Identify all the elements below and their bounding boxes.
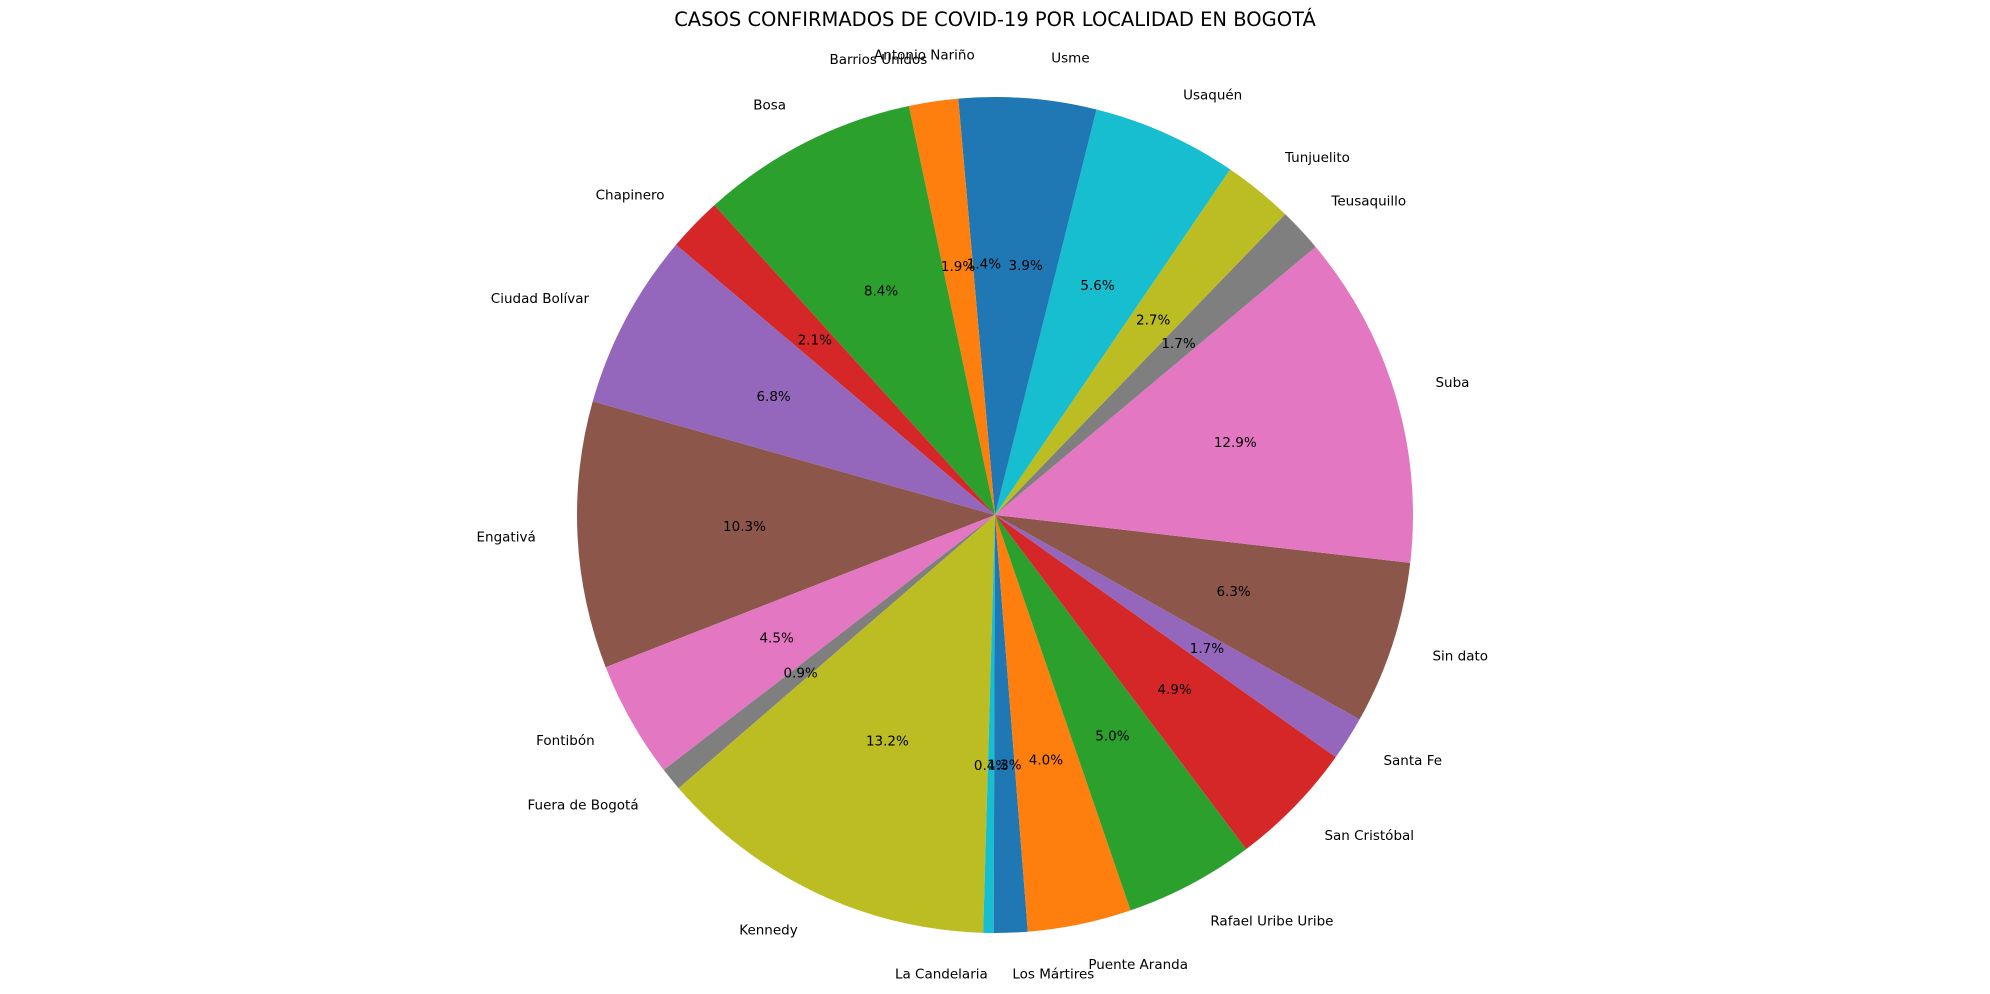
pie-percent-label: 0.4% [974,758,1008,774]
pie-percent-label: 6.8% [756,389,790,405]
pie-percent-label: 2.1% [798,333,832,349]
pie-slice-antonio-narino [958,97,995,515]
pie-slice-bosa [714,105,995,515]
pie-slice-la-candelaria [983,515,995,933]
pie-percent-label: 13.2% [866,734,909,750]
pie-category-label: La Candelaria [895,967,988,983]
pie-percent-label: 5.0% [1095,729,1129,745]
pie-slice-puente-aranda [995,515,1131,932]
pie-slice-suba [995,246,1413,563]
pie-slice-usaquen [995,109,1231,516]
pie-category-label: Santa Fe [1383,753,1442,769]
pie-percent-label: 4.0% [1029,753,1063,769]
pie-category-label: Chapinero [596,187,665,203]
pie-slice-fuera-de-bogota [663,515,995,789]
pie-category-label: Barrios Unidos [829,52,927,68]
pie-slice-santa-fe [995,515,1360,758]
pie-slice-usme [995,97,1097,515]
pie-category-label: Kennedy [739,922,797,938]
pie-slice-sin-dato [995,515,1411,720]
pie-category-label: Usaquén [1183,87,1242,103]
chart-title: CASOS CONFIRMADOS DE COVID-19 POR LOCALI… [674,8,1316,31]
pie-category-label: Sin dato [1432,649,1488,665]
pie-slice-rafael-uribe-uribe [995,515,1247,911]
pie-category-label: Rafael Uribe Uribe [1210,913,1333,929]
pie-category-label: Los Mártires [1012,966,1094,982]
pie-slice-ciudad-bolivar [592,244,995,516]
pie-percent-label: 4.5% [759,630,793,646]
pie-category-label: Fontibón [536,733,595,749]
pie-slices [577,97,1413,933]
pie-slice-fontibon [605,515,995,770]
pie-percent-label: 2.7% [1136,312,1170,328]
pie-percent-label: 10.3% [723,519,766,535]
pie-category-label: Antonio Nariño [874,48,975,64]
pie-slice-teusaquillo [995,214,1316,515]
pie-category-label: Bosa [753,97,786,113]
pie-slice-chapinero [676,205,995,515]
pie-category-label: Fuera de Bogotá [528,798,639,814]
pie-percent-labels: 1.4%1.9% 8.4% 2.1% 6.8% 10.3% 4.5% 0.9% 13.2% 0.… [723,256,1257,773]
pie-percent-label: 3.9% [1009,258,1043,274]
pie-slice-kennedy [678,515,995,933]
pie-percent-label: 12.9% [1214,435,1257,451]
pie-category-label: Suba [1435,375,1469,391]
pie-category-label: Tunjuelito [1284,150,1350,166]
pie-percent-label: 6.3% [1216,584,1250,600]
pie-percent-label: 1.7% [1161,336,1195,352]
pie-percent-label: 1.4% [967,256,1001,272]
pie-percent-label: 0.9% [783,665,817,681]
pie-percent-label: 1.9% [941,259,975,275]
pie-percent-label: 1.7% [1190,641,1224,657]
pie-percent-label: 1.3% [987,758,1021,774]
pie-slice-engativa [577,401,995,668]
pie-category-label: San Cristóbal [1324,828,1414,844]
pie-slice-tunjuelito [995,169,1286,515]
pie-percent-label: 8.4% [864,284,898,300]
pie-category-label: Ciudad Bolívar [491,291,590,307]
pie-slice-barrios-unidos [908,98,995,515]
pie-category-label: Puente Aranda [1088,957,1188,973]
pie-category-label: Usme [1051,51,1089,67]
pie-percent-label: 5.6% [1080,278,1114,294]
pie-slice-san-cristobal [995,515,1336,850]
pie-percent-label: 4.9% [1158,682,1192,698]
pie-category-label: Teusaquillo [1330,194,1406,210]
pie-category-label: Engativá [477,529,536,545]
pie-slice-los-martires [993,515,1028,933]
